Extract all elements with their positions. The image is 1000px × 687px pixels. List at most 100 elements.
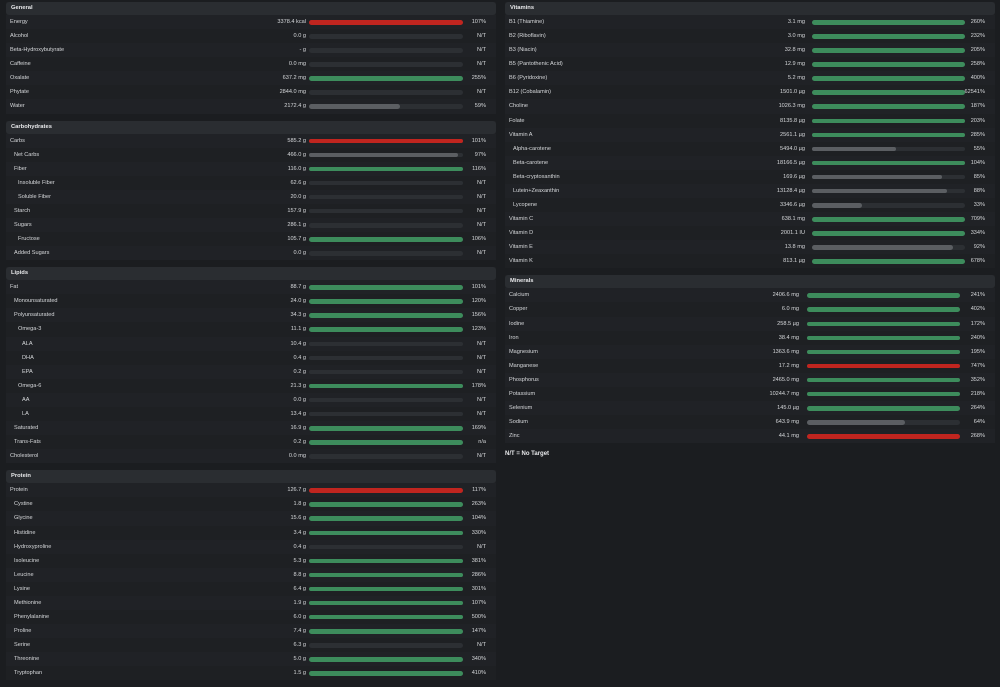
target-percent: 33%	[973, 202, 985, 209]
nutrient-row-glycine[interactable]: Glycine 15.6 g 104%	[6, 511, 496, 526]
nutrient-row-la[interactable]: LA 13.4 g N/T	[6, 407, 496, 421]
nutrient-row-lycopene[interactable]: Lycopene 3346.6 µg 33%	[505, 198, 995, 212]
nutrient-row-insoluble-fiber[interactable]: Insoluble Fiber 62.6 g N/T	[6, 176, 496, 190]
nutrient-row-b12-cobalamin[interactable]: B12 (Cobalamin) 1501.0 µg 62541%	[505, 85, 995, 99]
progress-bar-fill	[309, 313, 463, 318]
nutrient-amount: 5494.0 µg	[780, 145, 805, 152]
nutrient-row-vitamin-k[interactable]: Vitamin K 813.1 µg 678%	[505, 254, 995, 268]
nutrient-row-protein[interactable]: Protein 126.7 g 117%	[6, 483, 496, 498]
nutrient-amount: 11.1 g	[290, 326, 306, 333]
nutrient-label: Lutein+Zeaxanthin	[513, 187, 560, 194]
nutrient-amount: 3378.4 kcal	[277, 19, 306, 25]
nutrient-row-hydroxyproline[interactable]: Hydroxyproline 0.4 g N/T	[6, 539, 496, 554]
nutrient-row-lutein-zeaxanthin[interactable]: Lutein+Zeaxanthin 13128.4 µg 88%	[505, 183, 995, 199]
nutrient-row-b1-thiamine[interactable]: B1 (Thiamine) 3.1 mg 260%	[505, 15, 995, 30]
nutrient-row-beta-carotene[interactable]: Beta-carotene 18166.5 µg 104%	[505, 155, 995, 170]
nutrient-row-vitamin-e[interactable]: Vitamin E 13.8 mg 92%	[505, 240, 995, 255]
nutrient-row-sugars[interactable]: Sugars 286.1 g N/T	[6, 218, 496, 233]
nutrient-label: Caffeine	[10, 61, 31, 68]
nutrient-amount: 0.0 g	[293, 396, 306, 403]
nutrient-row-caffeine[interactable]: Caffeine 0.0 mg N/T	[6, 57, 496, 71]
nutrient-row-lysine[interactable]: Lysine 6.4 g 301%	[6, 582, 496, 596]
nutrient-row-threonine[interactable]: Threonine 5.0 g 340%	[6, 652, 496, 667]
progress-bar-track	[309, 138, 463, 144]
nutrient-row-vitamin-a[interactable]: Vitamin A 2561.1 µg 285%	[505, 127, 995, 142]
nutrient-row-omega-3[interactable]: Omega-3 11.1 g 123%	[6, 322, 496, 336]
target-percent: 258%	[970, 61, 985, 68]
nutrient-row-beta-hydroxybutyrate[interactable]: Beta-Hydroxybutyrate - g N/T	[6, 43, 496, 58]
nutrient-row-choline[interactable]: Choline 1026.3 mg 187%	[505, 99, 995, 114]
nutrient-row-b2-riboflavin[interactable]: B2 (Riboflavin) 3.0 mg 232%	[505, 29, 995, 43]
progress-bar-fill	[812, 62, 965, 67]
nutrient-row-selenium[interactable]: Selenium 145.0 µg 264%	[505, 401, 995, 416]
nutrient-row-alpha-carotene[interactable]: Alpha-carotene 5494.0 µg 55%	[505, 142, 995, 156]
nutrient-row-phosphorus[interactable]: Phosphorus 2465.0 mg 352%	[505, 372, 995, 387]
nutrient-row-b5-pantothenic-acid[interactable]: B5 (Pantothenic Acid) 12.9 mg 258%	[505, 57, 995, 71]
target-percent: N/T	[476, 340, 486, 347]
target-percent: 709%	[970, 216, 985, 223]
nutrient-row-phytate[interactable]: Phytate 2844.0 mg N/T	[6, 85, 496, 99]
nutrient-row-added-sugars[interactable]: Added Sugars 0.0 g N/T	[6, 246, 496, 261]
nutrient-row-monounsaturated[interactable]: Monounsaturated 24.0 g 120%	[6, 294, 496, 308]
target-percent: 195%	[970, 348, 985, 355]
nutrient-row-cholesterol[interactable]: Cholesterol 0.0 mg N/T	[6, 449, 496, 464]
target-percent: 88%	[973, 187, 985, 194]
nutrient-row-sodium[interactable]: Sodium 643.9 mg 64%	[505, 415, 995, 429]
nutrient-row-carbs[interactable]: Carbs 585.2 g 101%	[6, 133, 496, 148]
nutrient-row-trans-fats[interactable]: Trans-Fats 0.2 g n/a	[6, 435, 496, 449]
nutrient-row-proline[interactable]: Proline 7.4 g 147%	[6, 624, 496, 639]
nutrient-row-vitamin-c[interactable]: Vitamin C 638.1 mg 709%	[505, 212, 995, 227]
nutrient-amount: 44.1 mg	[778, 433, 799, 440]
nutrient-row-folate[interactable]: Folate 8135.8 µg 203%	[505, 114, 995, 128]
nutrient-row-starch[interactable]: Starch 157.9 g N/T	[6, 204, 496, 218]
nutrient-row-aa[interactable]: AA 0.0 g N/T	[6, 392, 496, 407]
nutrient-row-iron[interactable]: Iron 38.4 mg 240%	[505, 331, 995, 345]
nutrient-row-net-carbs[interactable]: Net Carbs 466.0 g 97%	[6, 148, 496, 162]
nutrient-row-alcohol[interactable]: Alcohol 0.0 g N/T	[6, 29, 496, 43]
nutrient-row-saturated[interactable]: Saturated 16.9 g 169%	[6, 421, 496, 436]
nutrient-row-polyunsaturated[interactable]: Polyunsaturated 34.3 g 156%	[6, 308, 496, 323]
nutrient-row-dha[interactable]: DHA 0.4 g N/T	[6, 351, 496, 365]
nutrient-row-oxalate[interactable]: Oxalate 637.2 mg 255%	[6, 71, 496, 86]
nutrient-row-serine[interactable]: Serine 6.3 g N/T	[6, 638, 496, 652]
target-percent: N/T	[476, 193, 486, 200]
nutrient-row-fructose[interactable]: Fructose 105.7 g 106%	[6, 232, 496, 246]
target-percent: 260%	[970, 19, 985, 25]
nutrient-row-water[interactable]: Water 2172.4 g 59%	[6, 99, 496, 114]
nutrient-row-epa[interactable]: EPA 0.2 g N/T	[6, 364, 496, 379]
nutrient-row-calcium[interactable]: Calcium 2406.6 mg 241%	[505, 288, 995, 303]
nutrient-row-ala[interactable]: ALA 10.4 g N/T	[6, 336, 496, 351]
nutrient-row-methionine[interactable]: Methionine 1.9 g 107%	[6, 595, 496, 610]
nutrient-amount: 105.7 g	[287, 236, 306, 243]
nutrient-row-leucine[interactable]: Leucine 8.8 g 286%	[6, 567, 496, 582]
progress-bar-fill	[807, 293, 960, 298]
nutrient-row-cystine[interactable]: Cystine 1.8 g 263%	[6, 497, 496, 511]
nutrient-row-manganese[interactable]: Manganese 17.2 mg 747%	[505, 359, 995, 373]
nutrient-row-omega-6[interactable]: Omega-6 21.3 g 178%	[6, 379, 496, 393]
nutrient-row-vitamin-d[interactable]: Vitamin D 2001.1 IU 334%	[505, 226, 995, 240]
nutrient-row-fat[interactable]: Fat 88.7 g 101%	[6, 280, 496, 295]
nutrient-row-fiber[interactable]: Fiber 116.0 g 116%	[6, 161, 496, 176]
nutrient-row-zinc[interactable]: Zinc 44.1 mg 268%	[505, 429, 995, 444]
nutrient-row-potassium[interactable]: Potassium 10244.7 mg 218%	[505, 387, 995, 401]
nutrient-row-magnesium[interactable]: Magnesium 1363.6 mg 195%	[505, 344, 995, 359]
nutrient-amount: 32.8 mg	[784, 47, 805, 54]
nutrient-row-phenylalanine[interactable]: Phenylalanine 6.0 g 500%	[6, 610, 496, 624]
nutrient-row-isoleucine[interactable]: Isoleucine 5.3 g 381%	[6, 554, 496, 568]
nutrient-row-b6-pyridoxine[interactable]: B6 (Pyridoxine) 5.2 mg 400%	[505, 71, 995, 86]
nutrient-amount: 3346.6 µg	[780, 202, 805, 209]
nutrient-row-copper[interactable]: Copper 6.0 mg 402%	[505, 302, 995, 316]
nutrient-rows: Calcium 2406.6 mg 241% Copper 6.0 mg 402% Iodi…	[505, 288, 995, 444]
nutrient-row-tryptophan[interactable]: Tryptophan 1.5 g 410%	[6, 666, 496, 680]
nutrient-row-soluble-fiber[interactable]: Soluble Fiber 20.0 g N/T	[6, 189, 496, 204]
nutrient-row-iodine[interactable]: Iodine 258.5 µg 172%	[505, 316, 995, 331]
nutrient-label: B12 (Cobalamin)	[509, 89, 551, 96]
nutrient-amount: 1.9 g	[293, 599, 306, 606]
nutrient-row-beta-cryptoxanthin[interactable]: Beta-cryptoxanthin 169.6 µg 85%	[505, 170, 995, 184]
nutrient-row-b3-niacin[interactable]: B3 (Niacin) 32.8 mg 205%	[505, 43, 995, 58]
progress-bar-track	[812, 90, 965, 95]
nutrient-label: Histidine	[14, 529, 36, 536]
target-percent: 285%	[970, 131, 985, 138]
nutrient-row-energy[interactable]: Energy 3378.4 kcal 107%	[6, 15, 496, 30]
nutrient-row-histidine[interactable]: Histidine 3.4 g 330%	[6, 526, 496, 540]
